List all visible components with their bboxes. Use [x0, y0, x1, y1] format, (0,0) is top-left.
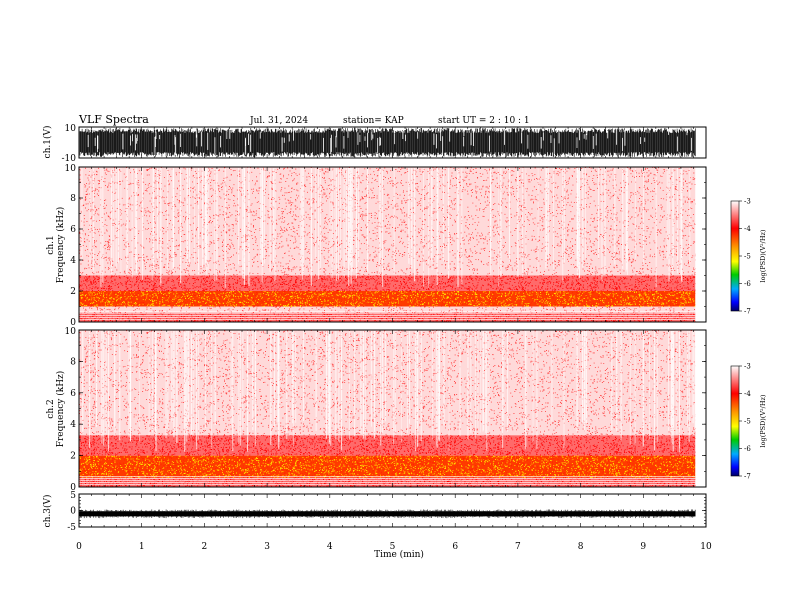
- ch1-waveform-line: [79, 128, 696, 157]
- colorbar-tick-label: -4: [744, 225, 751, 233]
- ch3-y-ticks: 5 0 -5: [67, 491, 706, 533]
- y-tick-label: 4: [70, 420, 76, 430]
- colorbar-tick-label: -7: [744, 473, 751, 481]
- y-tick-label: 10: [65, 164, 77, 174]
- spectrogram-speckle: [79, 275, 696, 292]
- ch1-colorbar-ramp: [730, 200, 740, 312]
- x-tick-label: 9: [640, 542, 646, 552]
- y-tick-label: 0: [70, 507, 76, 517]
- spectrogram-speckle: [79, 455, 696, 479]
- ch1-colorbar: -3 -4 -5 -6 -7 log(PSD)(V²/Hz): [730, 198, 767, 316]
- colorbar-tick-label: -6: [744, 445, 751, 453]
- spectrogram-speckle: [79, 434, 696, 457]
- x-tick-label: 6: [452, 542, 458, 552]
- ch3-waveform-line: [78, 509, 696, 519]
- y-tick-label: 6: [70, 225, 76, 235]
- time-axis-tick-labels: 0 1 2 3 4 5 6 7 8 9 10: [76, 542, 712, 552]
- ch3-waveform-trace: [78, 509, 696, 519]
- ch1-colorbar-label: log(PSD)(V²/Hz): [759, 229, 767, 282]
- spectrogram-speckle: [79, 290, 696, 307]
- ch2-frequency-ticks: 0 2 4 6 8 10: [65, 327, 706, 493]
- ch1-spectrogram: [79, 166, 706, 323]
- ch1-waveform-trace: [79, 128, 696, 157]
- y-tick-label: 2: [70, 452, 76, 462]
- x-tick-label: 0: [76, 542, 82, 552]
- y-tick-label: 4: [70, 256, 76, 266]
- x-tick-label: 5: [390, 542, 396, 552]
- x-tick-label: 7: [515, 542, 521, 552]
- x-tick-label: 3: [264, 542, 270, 552]
- ch1-frequency-ticks: 0 2 4 6 8 10: [65, 164, 706, 328]
- y-tick-label: 10: [65, 124, 77, 134]
- ch2-spec-ylabel-frequency: Frequency (kHz): [55, 371, 66, 448]
- ch1-spec-ylabel-channel: ch.1: [46, 235, 56, 254]
- ch2-spectrogram: [79, 329, 706, 488]
- spectrogram-speckle: [79, 455, 696, 479]
- spectrogram-band: [79, 167, 696, 276]
- ch2-spec-ylabel-channel: ch.2: [46, 399, 56, 418]
- y-tick-label: 0: [70, 318, 76, 328]
- colorbar-tick-label: -3: [744, 198, 751, 206]
- colorbar-tick-label: -6: [744, 280, 751, 288]
- y-tick-label: 0: [70, 483, 76, 493]
- ch1-spectrogram-panel: 0 2 4 6 8 10 ch.1 Frequency (kHz): [46, 164, 707, 328]
- figure-title: VLF Spectra: [78, 113, 149, 126]
- x-tick-label: 8: [578, 542, 584, 552]
- y-tick-label: -5: [67, 523, 76, 533]
- time-axis-ticks: [78, 127, 707, 527]
- ch2-spectrogram-panel: 0 2 4 6 8 10 ch.2 Frequency (kHz): [46, 327, 707, 493]
- colorbar-tick-label: -7: [744, 308, 751, 316]
- y-tick-label: 8: [70, 357, 76, 367]
- ch2-colorbar-ticks: -3 -4 -5 -6 -7: [739, 363, 751, 481]
- time-axis-label: Time (min): [374, 549, 424, 560]
- y-tick-label: 10: [65, 327, 77, 337]
- ch1-y-ticks: 10 -10: [62, 124, 706, 164]
- colorbar-tick-label: -3: [744, 363, 751, 371]
- colorbar-tick-label: -4: [744, 390, 751, 398]
- ch1-waveform-panel: 10 -10 ch.1(V): [42, 124, 707, 164]
- ch3-ylabel: ch.3(V): [42, 495, 53, 528]
- y-tick-label: -10: [62, 154, 77, 164]
- ch2-colorbar: -3 -4 -5 -6 -7 log(PSD)(V²/Hz): [730, 363, 767, 481]
- x-tick-label: 10: [700, 542, 712, 552]
- y-tick-label: 2: [70, 287, 76, 297]
- colorbar-tick-label: -5: [744, 418, 751, 426]
- colorbar-tick-label: -5: [744, 253, 751, 261]
- x-tick-label: 1: [139, 542, 145, 552]
- x-tick-label: 4: [327, 542, 333, 552]
- date-label: Jul. 31, 2024: [249, 116, 308, 126]
- ch1-colorbar-ticks: -3 -4 -5 -6 -7: [739, 198, 751, 316]
- ch1-ylabel: ch.1(V): [42, 126, 53, 159]
- start-time-label: start UT = 2 : 10 : 1: [438, 116, 530, 126]
- ch2-colorbar-label: log(PSD)(V²/Hz): [759, 394, 767, 447]
- y-tick-label: 5: [70, 491, 76, 501]
- spectrogram-band: [79, 291, 696, 307]
- spectrogram-band: [79, 306, 696, 313]
- spectrogram-band: [79, 477, 696, 487]
- ch1-spec-ylabel-frequency: Frequency (kHz): [55, 207, 66, 284]
- spectrogram-empty: [695, 330, 706, 487]
- ch2-colorbar-ramp: [730, 365, 740, 477]
- spectrogram-band: [79, 312, 696, 322]
- y-tick-label: 6: [70, 389, 76, 399]
- station-label: station= KAP: [343, 116, 404, 126]
- y-tick-label: 8: [70, 194, 76, 204]
- spectrogram-empty: [695, 167, 706, 322]
- x-tick-label: 2: [202, 542, 208, 552]
